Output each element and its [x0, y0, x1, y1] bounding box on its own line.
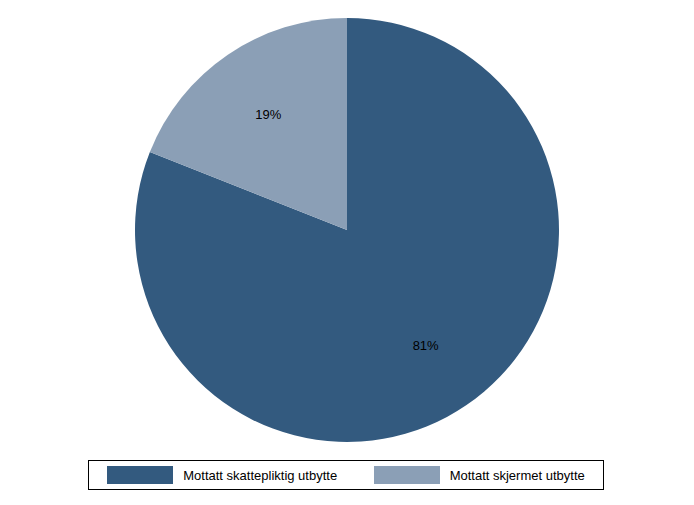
html-text:Mottatt skattepliktig utbytte: Mottatt skattepliktig utbytte: [183, 467, 338, 483]
svg-text:19%: 19%: [255, 107, 281, 122]
svg-text:81%: 81%: [413, 338, 439, 353]
html-text:Mottatt skjermet utbytte: Mottatt skjermet utbytte: [449, 467, 585, 483]
